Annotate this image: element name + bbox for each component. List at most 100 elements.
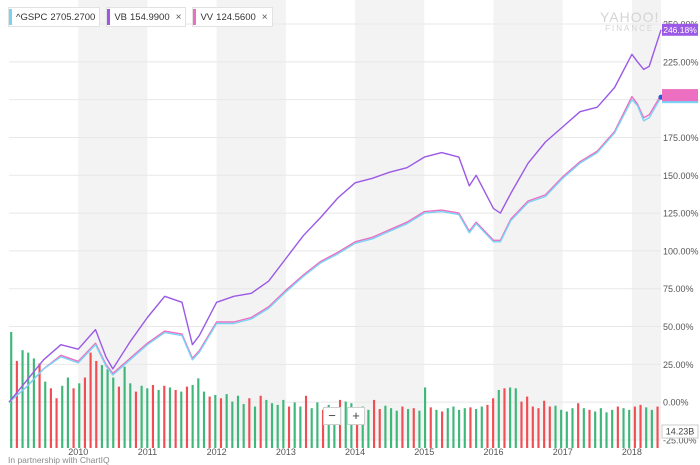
- legend-value: 154.9900: [130, 11, 170, 23]
- volume-bar: [633, 406, 636, 448]
- volume-bar: [378, 409, 381, 448]
- volume-bar: [38, 363, 41, 448]
- legend-chip-gspc[interactable]: ^GSPC 2705.2700: [8, 7, 101, 27]
- volume-bar: [49, 388, 52, 448]
- volume-bar: [157, 389, 160, 448]
- volume-bar: [282, 399, 285, 448]
- volume-bar: [548, 406, 551, 448]
- legend-symbol: VV: [200, 11, 214, 23]
- volume-scale-label: 14.23B: [666, 427, 695, 437]
- volume-bar: [163, 385, 166, 448]
- close-icon[interactable]: ×: [261, 11, 268, 23]
- volume-bar: [611, 409, 614, 448]
- y-tick-label: 0.00%: [663, 398, 689, 408]
- volume-bar: [616, 406, 619, 448]
- volume-bar: [117, 386, 121, 448]
- volume-bar: [537, 408, 540, 448]
- volume-bar: [452, 406, 455, 448]
- end-value-label: 246.18%: [663, 25, 697, 35]
- series-line-vv: [8, 94, 662, 403]
- volume-bar: [27, 352, 30, 448]
- volume-bar: [418, 410, 421, 448]
- volume-bar: [582, 408, 585, 448]
- end-value-flag: [662, 23, 698, 36]
- volume-bar: [588, 409, 591, 448]
- volume-bar: [469, 407, 472, 448]
- volume-bar: [560, 409, 563, 448]
- volume-bar: [514, 388, 517, 448]
- x-tick-label: 2016: [483, 447, 503, 457]
- volume-bar: [146, 388, 149, 448]
- volume-bar: [639, 404, 642, 448]
- volume-bar: [361, 406, 364, 448]
- volume-bar: [72, 388, 75, 448]
- volume-bar: [197, 378, 200, 448]
- volume-bar: [270, 403, 274, 448]
- partner-credit: In partnership with ChartIQ: [8, 455, 110, 465]
- x-tick-label: 2017: [553, 447, 573, 457]
- x-tick-label: 2011: [138, 447, 157, 457]
- volume-bar: [140, 385, 143, 448]
- volume-bar: [599, 408, 602, 448]
- volume-bar: [463, 408, 466, 448]
- volume-bar: [78, 383, 81, 448]
- volume-bar: [225, 394, 228, 448]
- volume-bar: [475, 409, 478, 448]
- volume-bar: [129, 383, 132, 448]
- legend-symbol: ^GSPC: [16, 11, 48, 23]
- volume-bar: [344, 401, 347, 448]
- vb-color-swatch: [107, 9, 111, 25]
- volume-bar: [384, 405, 387, 448]
- volume-bar: [543, 400, 546, 448]
- end-value-flag: [662, 89, 698, 102]
- zoom-out-button[interactable]: −: [323, 407, 341, 425]
- volume-bar: [287, 406, 291, 448]
- volume-bar: [310, 408, 313, 448]
- year-band: [631, 0, 661, 440]
- volume-bar: [355, 409, 359, 448]
- watermark-line1: YAHOO!: [600, 9, 660, 25]
- volume-bar: [299, 406, 302, 448]
- volume-bar: [509, 387, 512, 448]
- y-tick-label: 175.00%: [663, 133, 699, 143]
- volume-bar: [55, 398, 58, 448]
- volume-bar: [350, 403, 353, 448]
- legend-chip-vv[interactable]: VV 124.5600 ×: [192, 7, 273, 27]
- legend-value: 2705.2700: [50, 11, 96, 23]
- x-tick-label: 2013: [276, 447, 296, 457]
- legend-chip-vb[interactable]: VB 154.9900 ×: [106, 7, 187, 27]
- close-icon[interactable]: ×: [175, 11, 182, 23]
- volume-bar: [95, 360, 98, 448]
- volume-bar: [253, 406, 257, 448]
- volume-bar: [441, 411, 444, 448]
- x-tick-label: 2018: [622, 447, 642, 457]
- legend-value: 124.5600: [216, 11, 256, 23]
- volume-bar: [208, 396, 211, 448]
- y-tick-label: 150.00%: [663, 171, 699, 181]
- y-tick-label: 125.00%: [663, 209, 699, 219]
- volume-bar: [571, 408, 574, 448]
- volume-bar: [526, 396, 529, 448]
- volume-bar: [372, 399, 376, 448]
- volume-bar: [622, 408, 625, 448]
- volume-bar: [151, 384, 155, 448]
- volume-bar: [32, 358, 35, 448]
- y-tick-label: 225.00%: [663, 57, 699, 67]
- zoom-in-button[interactable]: +: [347, 407, 365, 425]
- volume-bar: [645, 407, 648, 448]
- volume-bar: [242, 404, 245, 448]
- y-tick-label: 25.00%: [663, 360, 694, 370]
- volume-bar: [424, 387, 427, 448]
- volume-bar: [168, 387, 172, 448]
- volume-bar: [304, 395, 308, 448]
- yahoo-finance-watermark: YAHOO! FINANCE: [600, 10, 659, 33]
- volume-bar: [327, 404, 330, 448]
- year-band: [493, 0, 563, 440]
- volume-bar: [259, 395, 262, 448]
- volume-bar: [191, 384, 194, 448]
- zoom-controls: − +: [323, 407, 365, 425]
- volume-bar: [656, 406, 659, 448]
- volume-bar: [497, 389, 500, 448]
- year-band: [216, 0, 286, 440]
